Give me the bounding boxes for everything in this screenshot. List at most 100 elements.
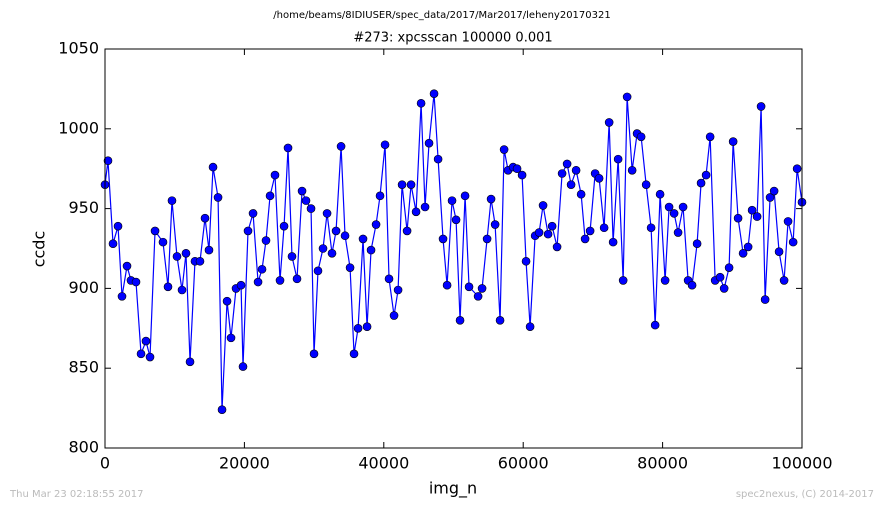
data-point <box>270 170 280 180</box>
data-point <box>641 180 651 189</box>
data-point <box>375 191 385 201</box>
x-tick-label: 80000 <box>637 454 688 473</box>
data-point <box>557 169 567 178</box>
data-point <box>490 220 500 229</box>
y-tick-label: 850 <box>68 358 99 377</box>
data-point <box>673 228 683 237</box>
plot-frame <box>104 48 803 449</box>
data-point <box>733 213 743 223</box>
data-point <box>309 349 319 359</box>
data-point <box>743 242 753 252</box>
x-tick-label: 60000 <box>498 454 549 473</box>
data-point <box>141 336 151 346</box>
data-point <box>636 132 646 142</box>
data-point <box>336 142 346 151</box>
data-point <box>213 193 223 202</box>
data-point <box>442 280 452 290</box>
data-point <box>261 236 271 245</box>
data-point <box>486 194 496 204</box>
data-point <box>113 221 123 231</box>
data-point <box>552 242 562 252</box>
data-point <box>433 154 443 164</box>
data-point <box>451 215 461 225</box>
data-point <box>738 248 748 258</box>
x-tick-label: 0 <box>100 454 110 473</box>
data-point <box>248 209 258 218</box>
data-point <box>747 205 757 215</box>
data-point <box>158 237 168 247</box>
data-point <box>353 323 363 333</box>
data-point <box>292 274 302 284</box>
data-point <box>185 357 195 367</box>
data-point <box>669 209 679 218</box>
data-point <box>402 226 412 236</box>
data-point <box>393 285 403 295</box>
data-point <box>650 320 660 330</box>
chart-title: #273: xpcsscan 100000 0.001 <box>353 31 552 46</box>
data-line <box>104 93 803 410</box>
data-point <box>792 164 802 173</box>
data-point <box>340 231 350 241</box>
data-point <box>136 349 146 359</box>
data-point <box>108 239 118 249</box>
data-point <box>447 196 457 205</box>
data-point <box>566 180 576 189</box>
data-point <box>217 405 227 414</box>
data-point <box>279 221 289 231</box>
data-point <box>715 272 725 282</box>
data-point <box>788 237 798 247</box>
data-point <box>660 276 670 285</box>
data-point <box>313 266 323 276</box>
data-point <box>131 277 141 287</box>
data-point <box>253 277 263 287</box>
data-point <box>366 245 376 255</box>
data-point <box>473 292 483 301</box>
footer-right: spec2nexus, (C) 2014-2017 <box>736 489 874 500</box>
data-point <box>167 196 177 205</box>
data-point <box>177 285 187 295</box>
data-point <box>345 263 355 272</box>
data-point <box>349 349 359 359</box>
data-point <box>238 362 248 371</box>
data-point <box>389 311 399 320</box>
data-point <box>724 263 734 272</box>
data-point <box>719 284 729 293</box>
data-point <box>122 261 132 271</box>
data-point <box>460 191 470 201</box>
data-point <box>608 237 618 247</box>
data-point <box>103 156 113 166</box>
data-point <box>172 252 182 261</box>
data-point <box>226 333 236 343</box>
data-point <box>580 234 590 244</box>
data-point <box>547 221 557 231</box>
data-point <box>756 102 766 111</box>
data-point <box>774 247 784 256</box>
data-point <box>599 223 609 233</box>
suptitle: /home/beams/8IDIUSER/spec_data/2017/Mar2… <box>273 10 610 21</box>
data-point <box>779 276 789 285</box>
data-point <box>521 256 531 266</box>
data-point <box>646 223 656 233</box>
data-point <box>200 213 210 223</box>
data-point <box>525 322 535 332</box>
data-point <box>655 189 665 199</box>
data-point <box>477 284 487 293</box>
data-point <box>406 180 416 189</box>
data-point <box>692 239 702 249</box>
data-point <box>322 209 332 218</box>
data-point <box>482 234 492 244</box>
data-point <box>696 178 706 188</box>
data-point <box>380 140 390 150</box>
data-point <box>283 143 293 153</box>
data-point <box>145 352 155 362</box>
data-point <box>150 226 160 236</box>
data-point <box>687 280 697 290</box>
y-tick-label: 950 <box>68 198 99 217</box>
data-point <box>306 204 316 213</box>
data-point <box>204 245 214 255</box>
data-point <box>499 145 509 154</box>
data-point <box>760 295 770 304</box>
data-point <box>117 292 127 301</box>
data-point <box>618 276 628 285</box>
